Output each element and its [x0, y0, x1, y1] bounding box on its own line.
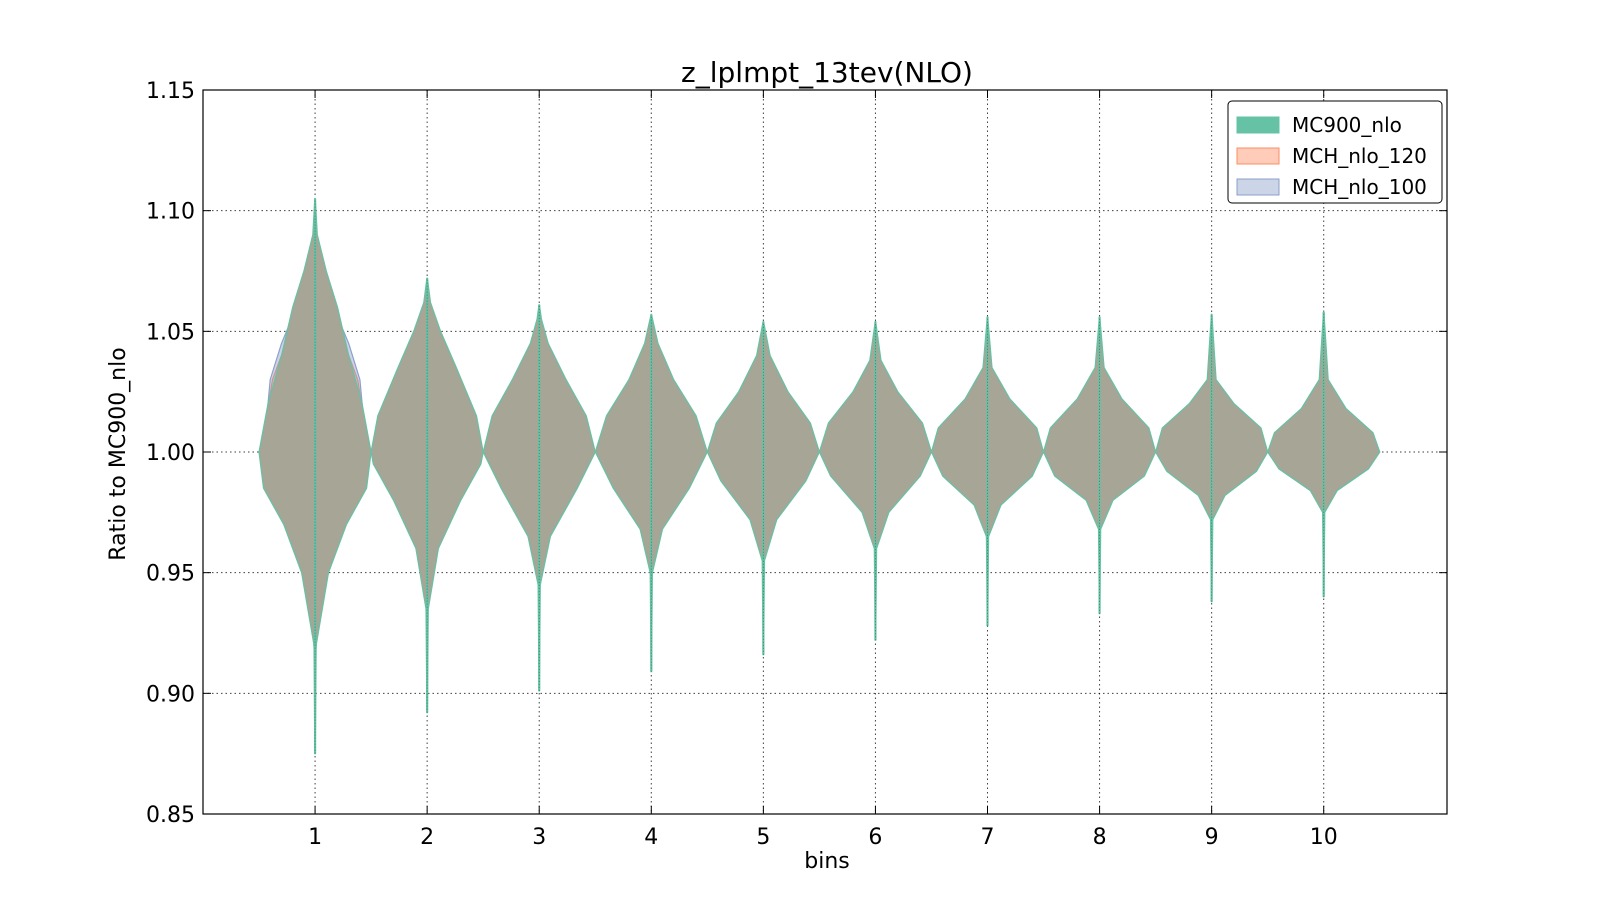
legend-label-MCH_nlo_120: MCH_nlo_120	[1292, 144, 1427, 168]
chart-title: z_lplmpt_13tev(NLO)	[681, 56, 973, 89]
x-axis-label: bins	[804, 849, 849, 874]
ticks: 0.85 0.90 0.95 1.00 1.05 1.10 1.15 1 2 3 4 5 6 7 8 9 10	[146, 79, 1447, 850]
y-tick-label: 1.15	[146, 79, 195, 104]
x-tick-label: 8	[1093, 825, 1107, 850]
y-tick-label: 0.85	[146, 803, 195, 828]
grid	[203, 90, 1447, 814]
y-tick-label: 0.95	[146, 562, 195, 587]
x-tick-label: 3	[532, 825, 546, 850]
x-tick-label: 4	[644, 825, 658, 850]
y-tick-label: 1.00	[146, 441, 195, 466]
x-tick-label: 9	[1205, 825, 1219, 850]
y-tick-label: 0.90	[146, 682, 195, 707]
x-tick-label: 7	[981, 825, 995, 850]
legend-box	[1227, 100, 1443, 204]
legend-label-MCH_nlo_100: MCH_nlo_100	[1292, 175, 1427, 199]
y-axis-label: Ratio to MC900_nlo	[106, 347, 131, 560]
legend-swatch-MC900_nlo	[1236, 116, 1280, 134]
legend-swatch-MCH_nlo_100	[1236, 178, 1280, 196]
x-tick-label: 6	[868, 825, 882, 850]
y-tick-label: 1.05	[146, 320, 195, 345]
x-tick-label: 5	[756, 825, 770, 850]
y-tick-label: 1.10	[146, 200, 195, 225]
x-tick-label: 10	[1310, 825, 1338, 850]
x-tick-label: 1	[308, 825, 322, 850]
legend-label-MC900_nlo: MC900_nlo	[1292, 113, 1402, 137]
x-tick-label: 2	[420, 825, 434, 850]
legend-swatch-MCH_nlo_120	[1236, 147, 1280, 165]
legend: MC900_nlo MCH_nlo_120 MCH_nlo_100	[1227, 100, 1443, 204]
violins	[258, 198, 1381, 755]
